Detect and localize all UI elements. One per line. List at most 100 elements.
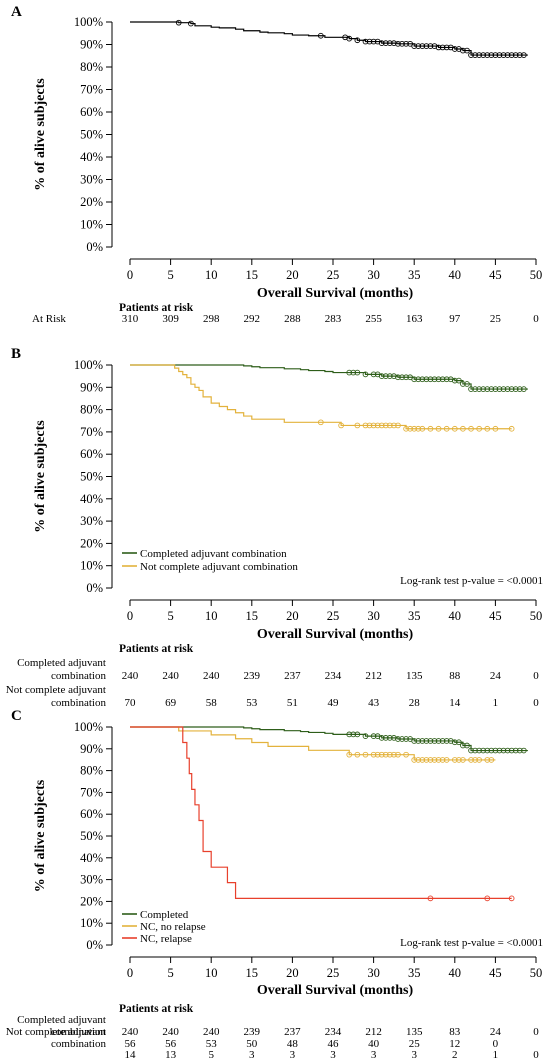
censor-mark [411, 376, 418, 383]
censor-mark [468, 747, 474, 754]
y-tick-label: 20% [80, 195, 103, 209]
censor-mark [480, 386, 487, 392]
censor-mark [346, 35, 353, 42]
censor-mark [386, 735, 393, 741]
y-tick-label: 70% [80, 83, 103, 97]
risk-count: 0 [533, 670, 539, 682]
x-tick-label: 25 [327, 966, 340, 980]
censor-mark [456, 377, 462, 384]
risk-count: 5 [208, 1049, 214, 1060]
censor-mark [403, 374, 409, 381]
censor-mark [378, 751, 385, 758]
censor-mark [435, 376, 442, 383]
censor-mark [460, 381, 466, 387]
risk-count: 0 [533, 1026, 539, 1038]
y-tick-label: 50% [80, 829, 103, 843]
censor-mark [496, 386, 503, 392]
censor-mark [464, 47, 470, 54]
risk-row-label: Not complete adjuvant [6, 1026, 106, 1038]
risk-count: 239 [244, 670, 261, 682]
censor-mark [520, 52, 527, 58]
panel-letter: A [11, 4, 22, 20]
risk-count: 0 [533, 697, 539, 709]
censor-mark [472, 386, 478, 392]
censor-mark [378, 735, 385, 741]
risk-count: 3 [411, 1049, 417, 1060]
x-tick-label: 45 [489, 268, 502, 282]
x-tick-label: 5 [167, 966, 173, 980]
risk-count: 309 [162, 313, 179, 325]
x-tick-label: 50 [530, 268, 543, 282]
censor-mark [419, 425, 426, 432]
y-tick-label: 10% [80, 559, 103, 573]
censor-mark [354, 369, 361, 376]
x-tick-label: 25 [327, 609, 340, 623]
censor-mark [188, 20, 194, 27]
risk-count: 3 [330, 1049, 336, 1060]
risk-count: 53 [246, 697, 258, 709]
censor-mark [512, 386, 519, 392]
censor-mark [456, 757, 462, 763]
censor-mark [439, 44, 446, 51]
survival-curve-1 [130, 364, 528, 390]
censor-mark [370, 38, 377, 45]
legend-label: Completed adjuvant combination [140, 548, 287, 560]
risk-count: 56 [165, 1038, 177, 1050]
x-tick-label: 15 [246, 966, 259, 980]
risk-count: 0 [533, 1049, 539, 1060]
censor-mark [403, 736, 409, 742]
censor-mark [423, 376, 430, 383]
censor-mark [443, 44, 450, 51]
risk-count: 212 [365, 1026, 382, 1038]
risk-count: 40 [368, 1038, 380, 1050]
censor-mark [484, 386, 491, 392]
risk-count: 292 [244, 313, 261, 325]
censor-mark [366, 422, 373, 429]
censor-mark [415, 43, 422, 49]
y-axis-label: % of alive subjects [33, 78, 48, 191]
risk-count: 288 [284, 313, 301, 325]
risk-count: 3 [249, 1049, 255, 1060]
y-tick-label: 100% [74, 720, 103, 734]
censor-mark [484, 895, 491, 902]
censor-mark [456, 739, 462, 746]
censor-mark [411, 738, 418, 744]
censor-mark [317, 419, 324, 426]
censor-mark [504, 747, 511, 754]
censor-mark [366, 38, 373, 45]
y-tick-label: 100% [74, 358, 103, 372]
censor-mark [411, 757, 418, 763]
panel-letter: B [11, 346, 21, 362]
censor-mark [317, 32, 324, 39]
censor-mark [350, 731, 357, 738]
x-axis-label: Overall Survival (months) [257, 286, 414, 301]
y-tick-label: 100% [74, 15, 103, 29]
censor-mark [500, 52, 507, 58]
censor-mark [391, 422, 397, 429]
censor-mark [415, 376, 422, 383]
censor-mark [508, 52, 515, 58]
censor-mark [464, 742, 470, 749]
x-tick-label: 40 [449, 966, 462, 980]
censor-mark [472, 747, 478, 754]
risk-row-label: combination [51, 1038, 106, 1050]
survival-curve-3 [130, 726, 512, 899]
x-tick-label: 30 [367, 609, 380, 623]
y-tick-label: 70% [80, 425, 103, 439]
risk-count: 88 [449, 670, 461, 682]
censor-mark [370, 422, 377, 429]
censor-mark [480, 52, 487, 58]
censor-mark [488, 386, 495, 392]
censor-mark [451, 757, 458, 763]
censor-mark [374, 422, 381, 429]
x-tick-label: 20 [286, 268, 299, 282]
survival-curve-2 [130, 726, 496, 761]
y-tick-label: 30% [80, 514, 103, 528]
censor-mark [346, 369, 353, 376]
censor-mark [508, 895, 515, 902]
risk-count: 237 [284, 1026, 301, 1038]
censor-mark [480, 747, 487, 754]
censor-mark [395, 736, 401, 742]
risk-count: 135 [406, 670, 423, 682]
censor-mark [415, 738, 422, 744]
